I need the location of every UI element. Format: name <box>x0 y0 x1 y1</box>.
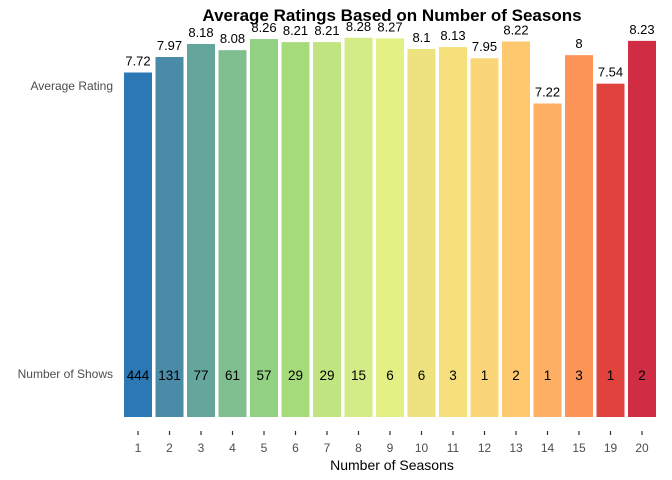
rating-label: 7.95 <box>472 39 497 54</box>
x-tick-label: 19 <box>604 441 618 455</box>
count-label: 15 <box>351 368 366 383</box>
count-label: 3 <box>575 368 583 383</box>
count-label: 1 <box>544 368 552 383</box>
rating-label: 8.13 <box>440 28 465 43</box>
x-axis-title: Number of Seasons <box>330 457 454 473</box>
bar-19-seasons <box>596 83 625 417</box>
rating-label: 8.26 <box>251 20 276 35</box>
chart-title: Average Ratings Based on Number of Seaso… <box>202 6 581 25</box>
x-tick-label: 6 <box>292 441 299 455</box>
rating-label: 8 <box>575 36 582 51</box>
rating-label: 8.21 <box>314 23 339 38</box>
x-tick-label: 4 <box>229 441 236 455</box>
x-tick-labels-group: 1 2 3 4 5 6 7 8 9 10 11 12 13 14 15 19 20 <box>135 441 649 455</box>
bar-10-seasons <box>407 48 436 417</box>
count-label: 2 <box>512 368 520 383</box>
bar-9-seasons <box>376 38 404 418</box>
count-label: 77 <box>193 368 208 383</box>
bars-group <box>124 37 656 418</box>
rating-label: 7.72 <box>125 54 150 69</box>
bar-12-seasons <box>470 58 499 418</box>
count-labels-group: 444 131 77 61 57 29 29 15 6 6 3 1 2 1 3 1 2 <box>127 368 646 383</box>
row-label-average-rating: Average Rating <box>31 79 114 93</box>
rating-label: 7.22 <box>535 85 560 100</box>
bar-1-seasons <box>124 72 152 417</box>
x-tick-label: 15 <box>572 441 586 455</box>
bar-6-seasons <box>281 42 310 418</box>
count-label: 29 <box>288 368 303 383</box>
bar-14-seasons <box>533 103 562 417</box>
rating-label: 7.97 <box>157 38 182 53</box>
count-label: 6 <box>386 368 394 383</box>
count-label: 131 <box>158 368 181 383</box>
bar-8-seasons <box>344 37 373 417</box>
x-tick-label: 9 <box>387 441 394 455</box>
count-label: 2 <box>638 368 646 383</box>
count-label: 29 <box>319 368 334 383</box>
x-tick-label: 12 <box>478 441 492 455</box>
x-tick-label: 14 <box>541 441 555 455</box>
bar-11-seasons <box>439 47 467 418</box>
x-tick-label: 2 <box>166 441 173 455</box>
x-tick-label: 8 <box>355 441 362 455</box>
bar-13-seasons <box>502 41 530 417</box>
x-ticks-group <box>137 431 643 435</box>
bar-4-seasons <box>218 50 247 418</box>
rating-label: 8.08 <box>220 31 245 46</box>
x-tick-label: 7 <box>324 441 331 455</box>
bar-15-seasons <box>565 55 593 417</box>
bar-5-seasons <box>250 39 278 418</box>
rating-label: 8.21 <box>283 23 308 38</box>
row-label-number-of-shows: Number of Shows <box>18 367 113 381</box>
rating-label: 8.27 <box>377 19 402 34</box>
bar-2-seasons <box>155 57 184 417</box>
rating-label: 8.18 <box>188 25 213 40</box>
rating-label: 8.22 <box>503 23 528 38</box>
x-tick-label: 11 <box>447 441 460 455</box>
rating-label: 8.1 <box>412 30 430 45</box>
rating-label: 7.54 <box>598 65 623 80</box>
x-tick-label: 13 <box>509 441 523 455</box>
rating-label: 8.23 <box>629 22 654 37</box>
x-tick-label: 5 <box>261 441 268 455</box>
count-label: 1 <box>607 368 615 383</box>
rating-label: 8.28 <box>346 19 371 34</box>
x-tick-label: 10 <box>415 441 429 455</box>
bar-20-seasons <box>628 40 656 417</box>
x-tick-label: 1 <box>135 441 142 455</box>
rating-labels-group: 7.727.978.18 8.088.26 8.21 8.21 8.28 8.278.1 8… <box>125 19 654 100</box>
x-tick-label: 3 <box>198 441 205 455</box>
count-label: 57 <box>256 368 271 383</box>
bar-3-seasons <box>187 43 215 417</box>
count-label: 61 <box>225 368 240 383</box>
count-label: 3 <box>449 368 457 383</box>
count-label: 6 <box>418 368 426 383</box>
bar-7-seasons <box>313 42 341 418</box>
count-label: 1 <box>481 368 489 383</box>
x-tick-label: 20 <box>635 441 649 455</box>
count-label: 444 <box>127 368 150 383</box>
